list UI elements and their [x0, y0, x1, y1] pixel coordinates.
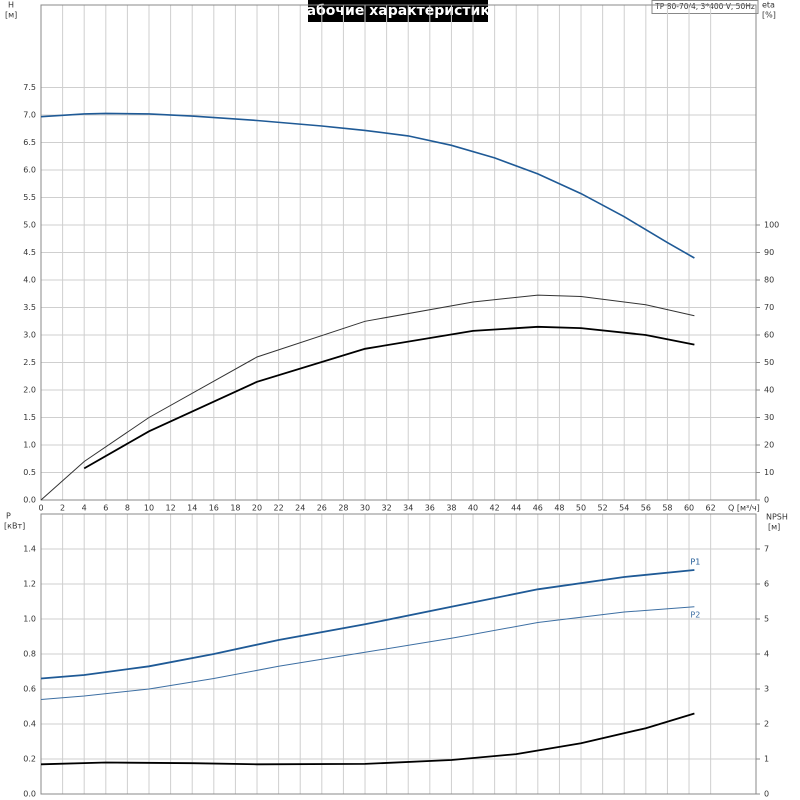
y2-tick-label: 20: [764, 441, 774, 450]
x-tick-label: 56: [641, 504, 651, 513]
x-tick-label: 4: [82, 504, 87, 513]
x-tick-label: 6: [103, 504, 108, 513]
y2-axis-unit: [м]: [768, 523, 780, 532]
y-tick-label: 0.0: [23, 790, 36, 799]
x-tick-label: 28: [338, 504, 348, 513]
y-tick-label: 0.8: [23, 650, 36, 659]
y-axis-label: H: [8, 1, 14, 10]
x-tick-label: 32: [382, 504, 392, 513]
x-tick-label: 8: [125, 504, 130, 513]
x-tick-label: 58: [662, 504, 672, 513]
y-axis-unit: [кВт]: [4, 522, 25, 531]
y-tick-label: 3.0: [23, 331, 36, 340]
x-tick-label: 62: [706, 504, 716, 513]
y-tick-label: 0.5: [23, 468, 36, 477]
y-axis-label: P: [6, 512, 11, 521]
x-tick-label: 20: [252, 504, 262, 513]
x-tick-label: 42: [490, 504, 500, 513]
x-tick-label: 52: [598, 504, 608, 513]
x-tick-label: 26: [317, 504, 327, 513]
x-axis-label: Q [м³/ч]: [728, 504, 760, 513]
y-tick-label: 6.5: [23, 138, 36, 147]
x-tick-label: 36: [425, 504, 435, 513]
y-tick-label: 0.2: [23, 755, 36, 764]
y2-tick-label: 40: [764, 386, 774, 395]
x-tick-label: 44: [511, 504, 521, 513]
y2-tick-label: 50: [764, 358, 774, 367]
x-tick-label: 2: [60, 504, 65, 513]
y2-tick-label: 0: [764, 790, 769, 799]
curve: [40, 606, 695, 700]
x-tick-label: 40: [468, 504, 478, 513]
y2-tick-label: 2: [764, 720, 769, 729]
plot-frame: [40, 513, 757, 795]
x-tick-label: 50: [576, 504, 586, 513]
y-tick-label: 1.5: [23, 413, 36, 422]
y2-tick-label: 0: [764, 496, 769, 505]
curve: [40, 112, 695, 259]
y-tick-label: 7.0: [23, 111, 36, 120]
y-tick-label: 1.4: [23, 545, 36, 554]
series-label: P2: [690, 610, 700, 619]
y2-tick-label: 3: [764, 685, 769, 694]
y-tick-label: 7.5: [23, 83, 36, 92]
curve: [83, 325, 695, 470]
y-axis-unit: [м]: [5, 11, 17, 20]
chart-title: Рабочие характеристики: [296, 3, 499, 19]
x-tick-label: 10: [144, 504, 154, 513]
curve: [40, 294, 695, 501]
y-tick-label: 2.5: [23, 358, 36, 367]
y-tick-label: 1.2: [23, 580, 36, 589]
y2-tick-label: 4: [764, 650, 769, 659]
y2-tick-label: 10: [764, 468, 774, 477]
y2-tick-label: 5: [764, 615, 769, 624]
x-tick-label: 24: [295, 504, 305, 513]
curve: [40, 712, 695, 766]
series-label: P1: [690, 558, 700, 567]
y-tick-label: 5.5: [23, 193, 36, 202]
y2-tick-label: 70: [764, 303, 774, 312]
x-tick-label: 16: [209, 504, 219, 513]
x-tick-label: 46: [533, 504, 543, 513]
y2-tick-label: 80: [764, 276, 774, 285]
y2-tick-label: 90: [764, 248, 774, 257]
y2-axis-label: eta: [762, 1, 775, 10]
y2-tick-label: 60: [764, 331, 774, 340]
y2-tick-label: 100: [764, 221, 779, 230]
x-tick-label: 54: [619, 504, 629, 513]
y2-axis-label: NPSH: [766, 513, 788, 522]
x-tick-label: 48: [554, 504, 564, 513]
y-tick-label: 0.0: [23, 496, 36, 505]
y2-tick-label: 6: [764, 580, 769, 589]
y-tick-label: 5.0: [23, 221, 36, 230]
y2-axis-unit: [%]: [762, 11, 776, 20]
x-tick-label: 12: [166, 504, 176, 513]
plot-frame: [40, 4, 757, 501]
y-tick-label: 4.5: [23, 248, 36, 257]
x-tick-label: 14: [187, 504, 197, 513]
y2-tick-label: 1: [764, 755, 769, 764]
y2-tick-label: 7: [764, 545, 769, 554]
y-tick-label: 0.6: [23, 685, 36, 694]
y-tick-label: 6.0: [23, 166, 36, 175]
x-tick-label: 0: [38, 504, 43, 513]
y-tick-label: 3.5: [23, 303, 36, 312]
x-tick-label: 18: [230, 504, 240, 513]
x-tick-label: 38: [446, 504, 456, 513]
model-label: TP 80-70/4, 3*400 V, 50Hz: [654, 2, 755, 11]
y-tick-label: 1.0: [23, 615, 36, 624]
x-tick-label: 34: [403, 504, 413, 513]
curve: [40, 569, 695, 680]
y-tick-label: 4.0: [23, 276, 36, 285]
model-box: [651, 0, 759, 14]
y2-tick-label: 30: [764, 413, 774, 422]
y-tick-label: 0.4: [23, 720, 36, 729]
x-tick-label: 30: [360, 504, 370, 513]
y-tick-label: 1.0: [23, 441, 36, 450]
x-tick-label: 60: [684, 504, 694, 513]
y-tick-label: 2.0: [23, 386, 36, 395]
x-tick-label: 22: [274, 504, 284, 513]
